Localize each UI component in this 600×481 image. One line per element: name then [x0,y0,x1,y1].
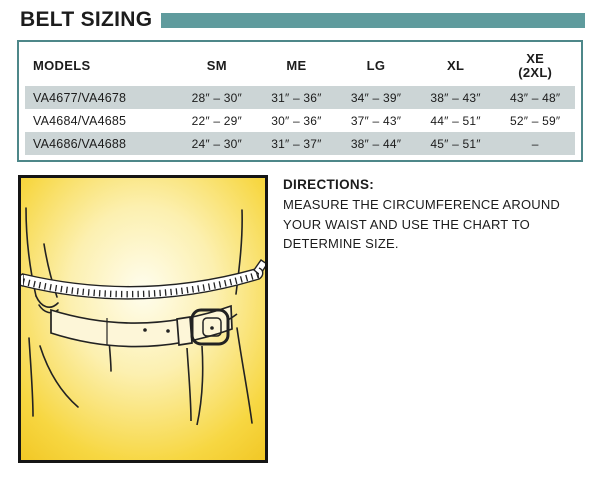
page-title: BELT SIZING [20,8,153,31]
sizing-table: MODELS SM ME LG XL XE (2XL) VA4677/VA4678… [25,44,575,155]
model-cell: VA4686/VA4688 [33,136,127,151]
column-header-models: MODELS [25,44,177,86]
size-cell-xe: 52″ – 59″ [510,113,561,128]
directions-text: MEASURE THE CIRCUMFERENCE AROUND YOUR WA… [283,197,561,251]
table-row: VA4686/VA4688 24″ – 30″ 31″ – 37″ 38″ – … [25,132,575,155]
header-label: MODELS [33,57,91,73]
belt-hole [166,329,170,333]
size-cell-xl: 45″ – 51″ [430,136,481,151]
column-header-sm: SM [177,44,257,86]
size-cell-sm: 24″ – 30″ [191,136,242,151]
size-cell-xe: 43″ – 48″ [510,90,561,105]
column-header-me: ME [257,44,337,86]
table-header-row: MODELS SM ME LG XL XE (2XL) [25,44,575,86]
size-cell-me: 30″ – 36″ [271,113,322,128]
size-cell-me: 31″ – 37″ [271,136,322,151]
header-sublabel: (2XL) [518,64,553,80]
size-cell-lg: 34″ – 39″ [350,90,402,105]
title-accent-bar [161,13,585,28]
header-label: SM [206,57,227,73]
measuring-tape [21,259,265,300]
waist-tape-belt-drawing [21,178,265,460]
size-cell-xl: 44″ – 51″ [430,113,481,128]
header-label: ME [286,57,307,73]
column-header-xl: XL [416,44,496,86]
size-cell-xe: – [531,136,539,151]
size-cell-xl: 38″ – 43″ [430,90,481,105]
directions-heading: DIRECTIONS: [283,177,375,192]
sizing-table-frame: MODELS SM ME LG XL XE (2XL) VA4677/VA4678… [17,40,583,162]
bottom-section: DIRECTIONS: MEASURE THE CIRCUMFERENCE AR… [18,175,586,463]
column-header-lg: LG [336,44,416,86]
size-cell-me: 31″ – 36″ [271,90,322,105]
size-cell-sm: 28″ – 30″ [191,90,242,105]
belt-measurement-illustration [18,175,268,463]
page-header: BELT SIZING [0,0,600,33]
table-row: VA4677/VA4678 28″ – 30″ 31″ – 36″ 34″ – … [25,86,575,109]
belt [50,304,238,426]
model-cell: VA4677/VA4678 [33,90,127,105]
directions-section: DIRECTIONS: MEASURE THE CIRCUMFERENCE AR… [283,175,586,254]
tape-left-end [21,273,24,287]
column-header-xe: XE (2XL) [495,44,575,86]
header-label: LG [366,57,386,73]
belt-keeper [176,316,193,346]
belt-hole [143,328,147,332]
size-cell-lg: 38″ – 44″ [350,136,402,151]
table-row: VA4684/VA4685 22″ – 29″ 30″ – 36″ 37″ – … [25,109,575,132]
header-label: XE [526,50,545,66]
size-cell-sm: 22″ – 29″ [191,113,242,128]
header-label: XL [446,57,465,73]
model-cell: VA4684/VA4685 [33,113,127,128]
buckle-prong-dot [210,326,214,330]
belt-buckle [190,308,230,346]
size-cell-lg: 37″ – 43″ [350,113,402,128]
